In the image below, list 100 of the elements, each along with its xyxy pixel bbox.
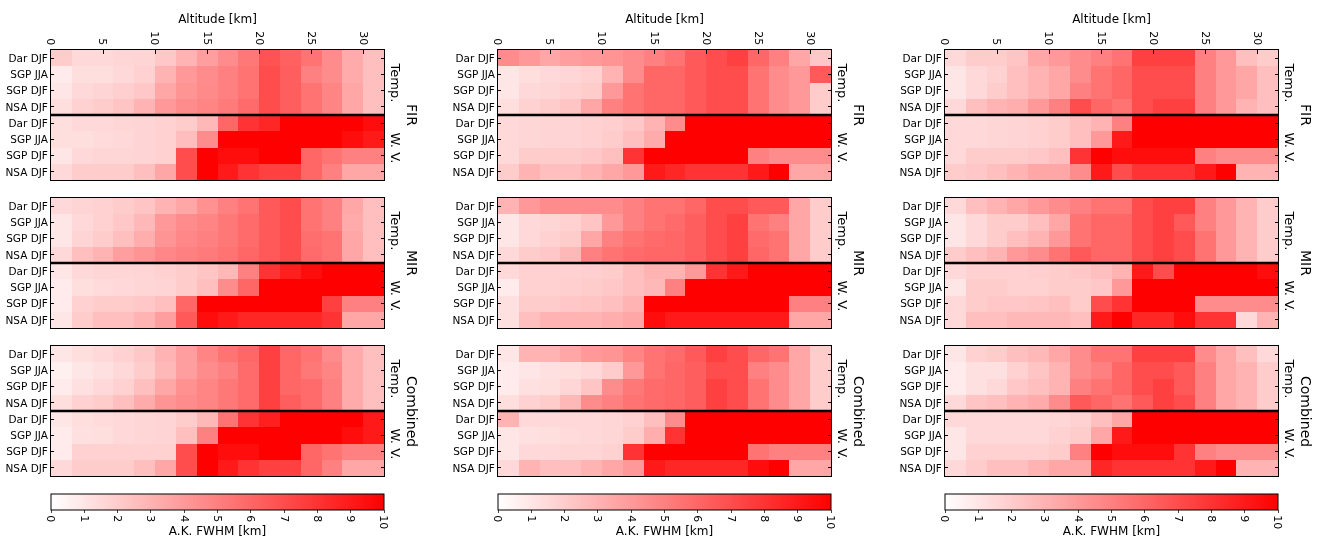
color-bar-label: 5	[657, 515, 671, 523]
color-bar-label: 10	[1271, 515, 1285, 530]
color-bar-label: 10	[824, 515, 838, 530]
text: Combined	[404, 376, 420, 448]
y-tick-label: SGP DJF	[453, 445, 495, 458]
color-bar-label: 3	[591, 515, 605, 523]
y-tick-label: NSA DJF	[452, 313, 495, 326]
text: MIR	[851, 250, 867, 277]
y-tick-label: SGP DJF	[453, 297, 495, 310]
y-tick-label: SGP JJA	[904, 216, 943, 229]
text: Temp.	[834, 358, 850, 399]
text: W. V.	[387, 280, 403, 312]
y-tick-label: SGP DJF	[900, 297, 942, 310]
color-bar-label: 2	[1005, 515, 1019, 523]
x-tick-label: 5	[990, 38, 1004, 46]
x-tick-label: 20	[1146, 31, 1160, 46]
color-bar-title: A.K. FWHM [km]	[168, 524, 267, 539]
y-tick-label: NSA DJF	[452, 396, 495, 409]
color-bar-label: 8	[310, 515, 324, 523]
color-bar-label: 0	[938, 515, 952, 523]
y-tick-label: NSA DJF	[899, 461, 942, 474]
color-bar-label: 4	[177, 515, 191, 523]
color-bar-label: 3	[1038, 515, 1052, 523]
y-tick-label: SGP DJF	[453, 232, 495, 245]
text: Temp.	[834, 210, 850, 251]
text: Temp.	[387, 210, 403, 251]
y-tick-label: NSA DJF	[452, 248, 495, 261]
y-tick-label: SGP JJA	[904, 364, 943, 377]
y-tick-label: NSA DJF	[899, 100, 942, 113]
x-tick-label: 10	[148, 31, 162, 46]
y-tick-label: Dar DJF	[8, 347, 48, 360]
y-tick-label: SGP JJA	[904, 133, 943, 146]
color-bar-label: 0	[44, 515, 58, 523]
y-tick-label: SGP JJA	[904, 429, 943, 442]
text: W. V.	[1281, 280, 1297, 312]
text: FIR	[851, 104, 867, 127]
y-tick-label: Dar DJF	[902, 51, 942, 64]
color-bar-label: 7	[724, 515, 738, 523]
y-tick-label: Dar DJF	[8, 264, 48, 277]
x-tick-label: 25	[751, 31, 765, 46]
y-tick-label: NSA DJF	[899, 313, 942, 326]
y-tick-label: SGP DJF	[900, 445, 942, 458]
color-bar-label: 7	[277, 515, 291, 523]
y-tick-label: Dar DJF	[902, 347, 942, 360]
color-bar-label: 2	[111, 515, 125, 523]
text: Combined	[851, 376, 867, 448]
y-tick-label: Dar DJF	[455, 412, 495, 425]
text: FIR	[1298, 104, 1314, 127]
y-tick-label: Dar DJF	[8, 116, 48, 129]
x-tick-label: 30	[803, 31, 817, 46]
y-tick-label: SGP JJA	[10, 281, 49, 294]
y-tick-label: SGP DJF	[900, 232, 942, 245]
color-bar-label: 10	[377, 515, 391, 530]
y-tick-label: NSA DJF	[5, 100, 48, 113]
y-tick-label: SGP DJF	[453, 149, 495, 162]
x-tick-label: 10	[1042, 31, 1056, 46]
y-tick-label: Dar DJF	[455, 116, 495, 129]
text: W. V.	[1281, 428, 1297, 460]
text: Combined	[1298, 376, 1314, 448]
x-tick-label: 20	[252, 31, 266, 46]
x-tick-label: 25	[304, 31, 318, 46]
color-bar-label: 9	[344, 515, 358, 523]
color-bar-label: 9	[791, 515, 805, 523]
y-tick-label: Dar DJF	[455, 264, 495, 277]
color-bar-label: 1	[77, 515, 91, 523]
text: W. V.	[834, 428, 850, 460]
y-tick-label: NSA DJF	[899, 396, 942, 409]
text: Temp.	[1281, 62, 1297, 103]
color-bar-label: 9	[1238, 515, 1252, 523]
color-bar-label: 8	[1204, 515, 1218, 523]
y-tick-label: SGP JJA	[457, 429, 496, 442]
color-bar-label: 5	[1104, 515, 1118, 523]
y-tick-label: SGP DJF	[6, 297, 48, 310]
color-bar-label: 6	[691, 515, 705, 523]
y-tick-label: Dar DJF	[902, 199, 942, 212]
y-tick-label: Dar DJF	[902, 264, 942, 277]
y-tick-label: NSA DJF	[452, 100, 495, 113]
color-bar-label: 8	[757, 515, 771, 523]
text: W. V.	[1281, 132, 1297, 164]
x-axis-title: Altitude [km]	[178, 12, 257, 27]
x-tick-label: 30	[356, 31, 370, 46]
color-bar-title: A.K. FWHM [km]	[1062, 524, 1161, 539]
color-bar-label: 4	[624, 515, 638, 523]
y-tick-label: NSA DJF	[899, 165, 942, 178]
x-tick-label: 25	[1198, 31, 1212, 46]
color-bar-label: 1	[971, 515, 985, 523]
x-tick-label: 5	[96, 38, 110, 46]
y-tick-label: NSA DJF	[5, 313, 48, 326]
x-axis-title: Altitude [km]	[625, 12, 704, 27]
y-tick-label: SGP DJF	[6, 84, 48, 97]
text: Temp.	[834, 62, 850, 103]
x-tick-label: 15	[200, 31, 214, 46]
x-tick-label: 0	[938, 38, 952, 46]
y-tick-label: NSA DJF	[452, 461, 495, 474]
y-tick-label: NSA DJF	[5, 165, 48, 178]
color-bar-label: 6	[244, 515, 258, 523]
color-bar-title: A.K. FWHM [km]	[615, 524, 714, 539]
x-tick-label: 5	[543, 38, 557, 46]
y-tick-label: SGP JJA	[10, 133, 49, 146]
y-tick-label: SGP JJA	[10, 364, 49, 377]
